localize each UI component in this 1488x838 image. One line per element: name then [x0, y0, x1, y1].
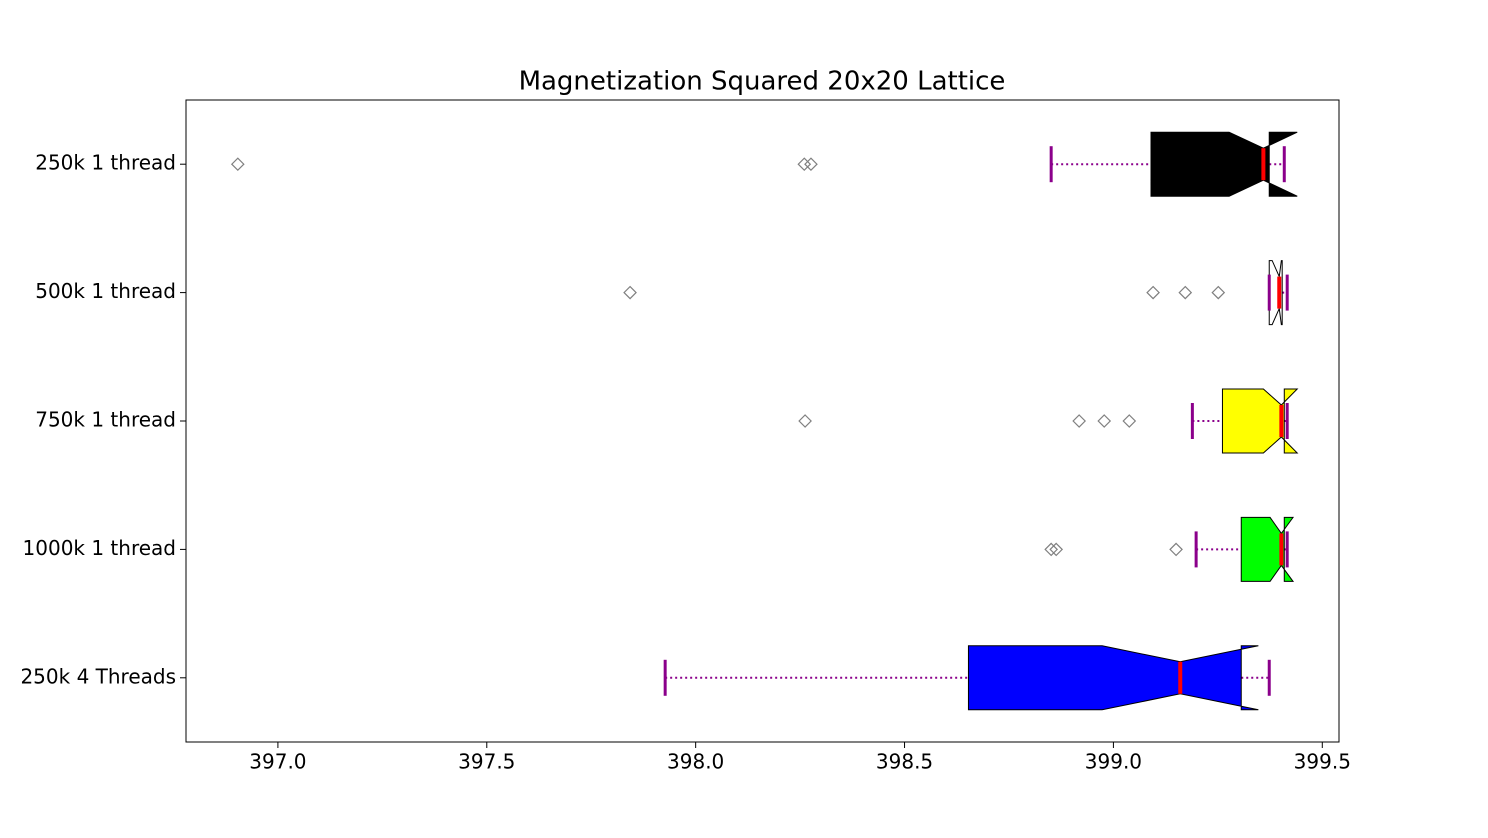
outlier [1044, 542, 1059, 557]
y-tick-label: 250k 4 Threads [20, 664, 176, 688]
box [1150, 131, 1298, 197]
outlier [797, 157, 812, 172]
x-tick-label: 399.5 [1294, 750, 1351, 774]
chart-title: Magnetization Squared 20x20 Lattice [519, 67, 1006, 97]
outlier [1072, 414, 1087, 428]
y-tick-label: 1000k 1 thread [23, 536, 176, 560]
outlier [1049, 542, 1064, 557]
outlier [1122, 414, 1137, 428]
x-tick-label: 399.0 [1085, 750, 1142, 774]
outlier [804, 157, 818, 172]
x-tick-label: 397.0 [249, 750, 306, 774]
outlier [1146, 285, 1160, 300]
y-tick-label: 250k 1 thread [35, 151, 176, 175]
outlier [798, 414, 812, 428]
x-tick-label: 398.5 [876, 750, 933, 774]
outlier [230, 157, 245, 172]
x-tick-label: 398.0 [667, 750, 724, 774]
outlier [623, 285, 637, 300]
box [967, 645, 1259, 711]
box [1221, 388, 1299, 454]
outlier [1211, 285, 1226, 300]
x-tick-label: 397.5 [458, 750, 515, 774]
outlier [1169, 542, 1183, 557]
outlier [1097, 414, 1112, 428]
outlier [1178, 285, 1193, 300]
y-tick-label: 500k 1 thread [35, 279, 176, 303]
y-tick-label: 750k 1 thread [35, 408, 176, 432]
